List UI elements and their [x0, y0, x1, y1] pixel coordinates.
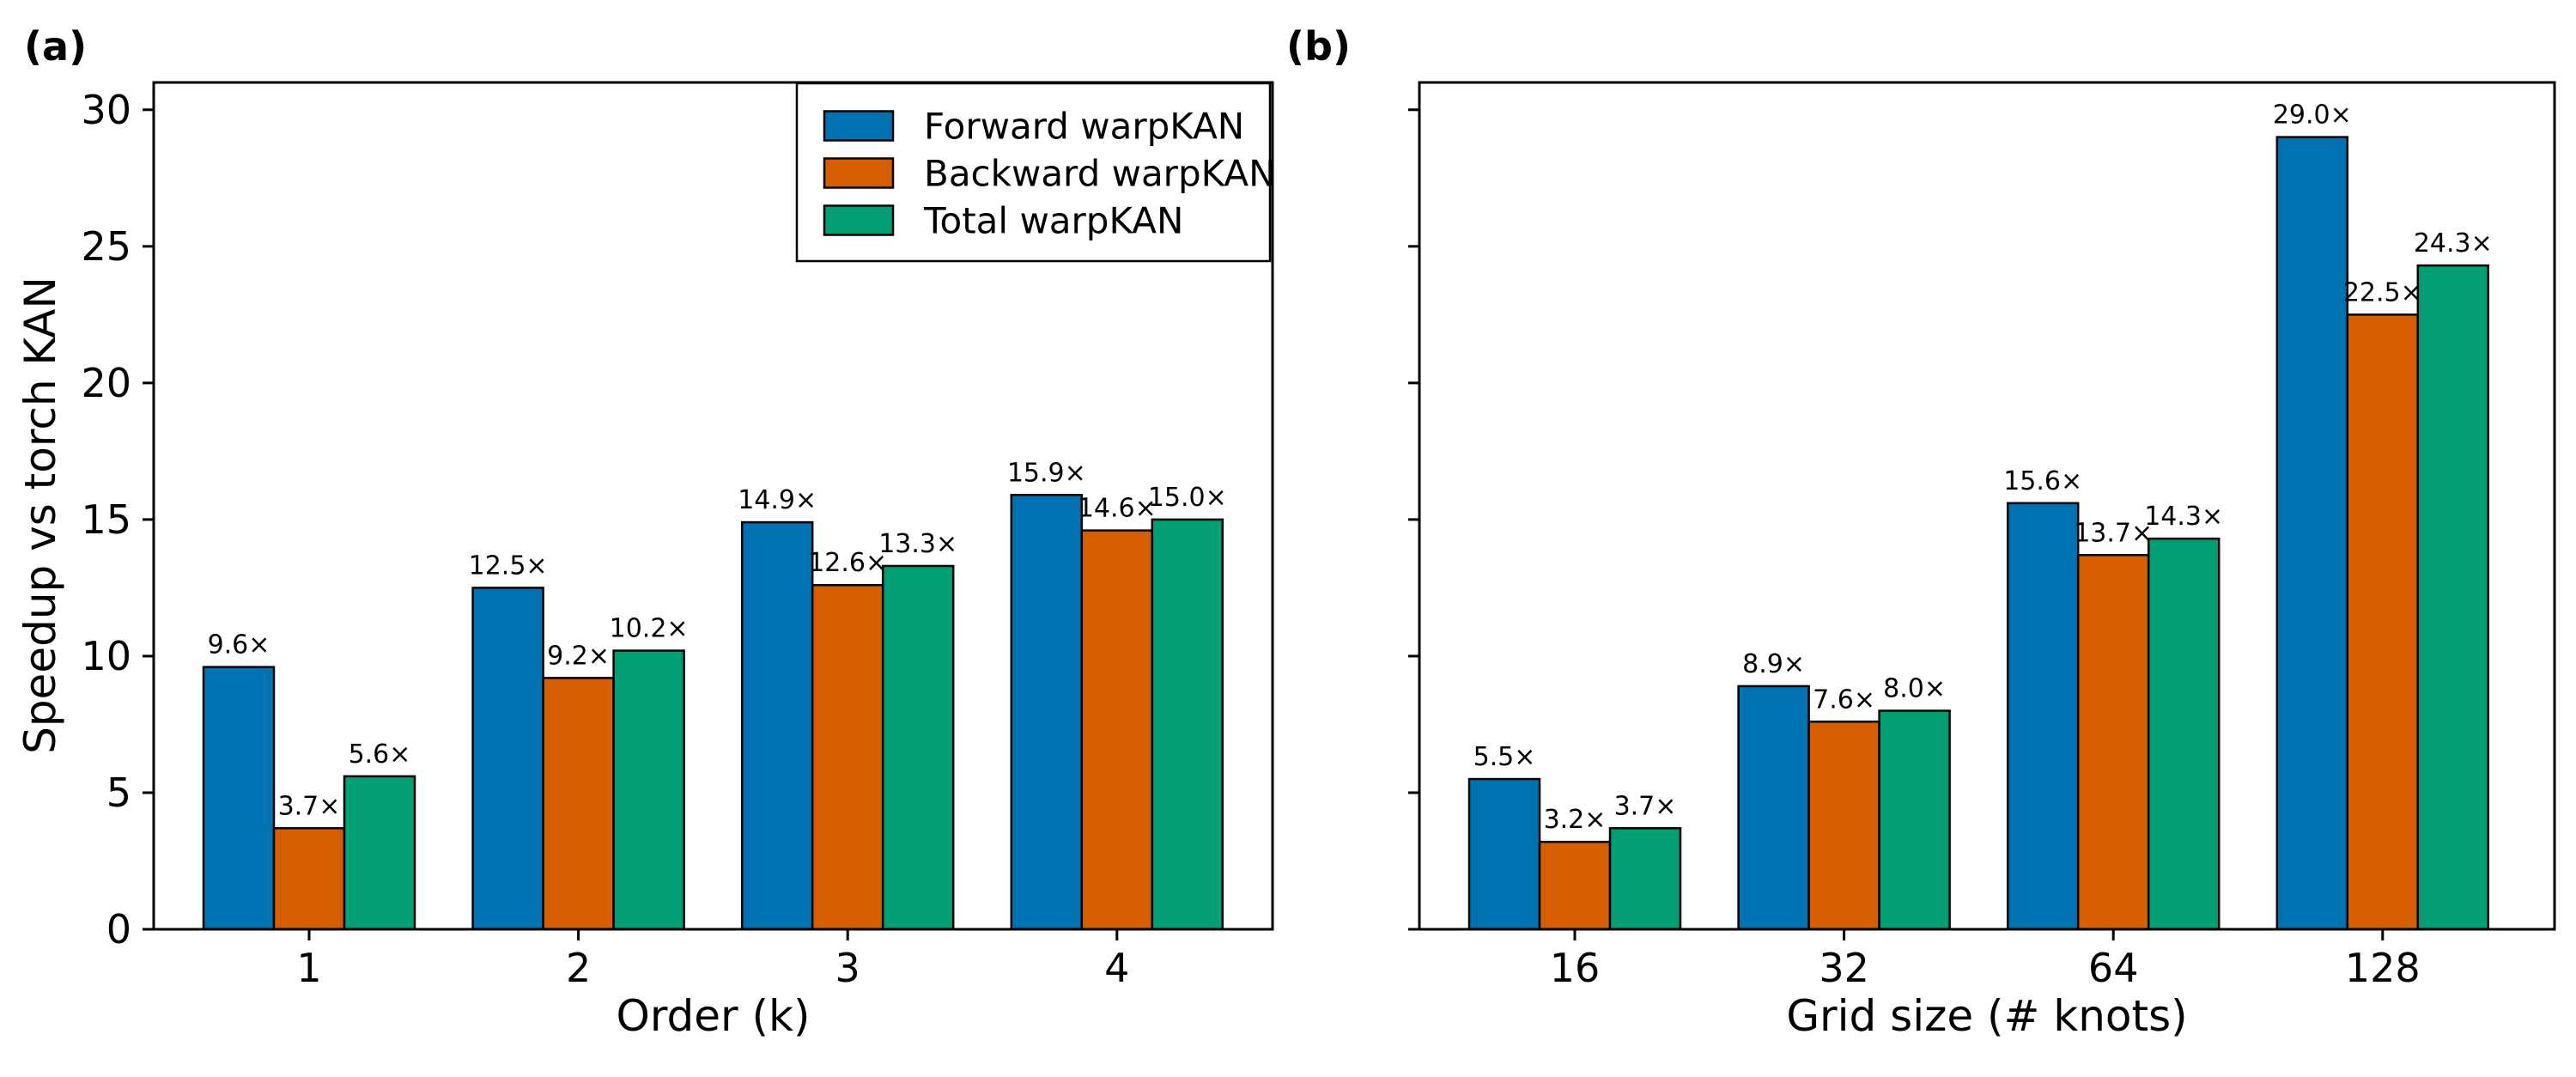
bar-backward-64 [2076, 554, 2150, 931]
x-tick-label: 3 [835, 945, 860, 991]
y-tick-label: 30 [81, 87, 131, 133]
bar-value-label: 24.3× [2414, 228, 2493, 259]
legend-swatch-total [823, 204, 895, 236]
bar-value-label: 8.9× [1742, 649, 1805, 679]
x-tick-label: 16 [1550, 945, 1601, 991]
bar-total-3 [881, 564, 955, 931]
bar-value-label: 14.6× [1078, 494, 1157, 524]
bar-value-label: 12.5× [469, 551, 548, 581]
legend-label-total: Total warpKAN [923, 200, 1183, 242]
bar-backward-3 [811, 583, 884, 931]
x-axis-label: Grid size (# knots) [1786, 991, 2187, 1041]
bar-value-label: 3.7× [1614, 791, 1677, 821]
bar-value-label: 14.9× [738, 485, 817, 515]
legend-swatch-forward [823, 110, 895, 142]
bar-forward-1 [202, 666, 276, 931]
bar-forward-128 [2275, 136, 2349, 931]
bar-forward-64 [2006, 502, 2080, 931]
y-axis-label: Speedup vs torch KAN [15, 277, 65, 754]
y-tick-label: 20 [81, 360, 131, 406]
bar-total-64 [2147, 537, 2221, 931]
bar-value-label: 3.2× [1544, 805, 1607, 835]
bar-value-label: 29.0× [2273, 100, 2352, 131]
bar-value-label: 3.7× [278, 791, 341, 821]
bar-value-label: 22.5× [2343, 277, 2422, 307]
bar-backward-4 [1080, 529, 1154, 931]
bar-value-label: 9.6× [208, 630, 270, 660]
y-tick-label: 25 [81, 223, 131, 270]
bar-total-2 [612, 649, 685, 931]
bar-backward-1 [272, 827, 346, 931]
bar-total-32 [1878, 709, 1951, 931]
panel-letter-a: (a) [24, 23, 87, 70]
legend-swatch-backward [823, 157, 895, 189]
bar-value-label: 5.6× [349, 739, 411, 770]
bar-value-label: 5.5× [1473, 742, 1536, 772]
bar-value-label: 15.6× [2003, 466, 2082, 496]
panel-letter-b: (b) [1286, 23, 1351, 70]
x-tick-label: 1 [296, 945, 321, 991]
bar-forward-16 [1467, 777, 1541, 931]
bar-total-128 [2416, 264, 2490, 931]
x-tick-label: 128 [2345, 945, 2421, 991]
bar-total-4 [1151, 518, 1224, 931]
bar-backward-2 [542, 677, 615, 931]
y-tick-label: 0 [106, 906, 131, 952]
bar-total-16 [1608, 827, 1682, 931]
x-axis-label: Order (k) [617, 991, 811, 1041]
bar-value-label: 8.0× [1883, 674, 1946, 704]
x-tick-label: 32 [1819, 945, 1869, 991]
x-tick-label: 2 [566, 945, 591, 991]
y-tick-label: 10 [81, 633, 131, 679]
bar-value-label: 13.3× [878, 529, 957, 559]
bar-forward-3 [740, 520, 814, 931]
bar-value-label: 12.6× [808, 548, 887, 578]
bar-value-label: 7.6× [1813, 685, 1875, 715]
x-tick-label: 4 [1104, 945, 1129, 991]
bar-forward-32 [1737, 685, 1810, 931]
bar-total-1 [343, 775, 416, 931]
bar-backward-32 [1807, 721, 1880, 931]
bar-forward-2 [471, 587, 544, 931]
y-tick-label: 5 [106, 770, 131, 816]
bar-value-label: 9.2× [547, 641, 610, 671]
bar-value-label: 10.2× [610, 614, 689, 644]
bar-backward-128 [2346, 313, 2420, 931]
axes-box [152, 81, 1274, 931]
bar-value-label: 15.9× [1007, 458, 1086, 488]
bar-value-label: 15.0× [1148, 483, 1227, 513]
bar-forward-4 [1010, 494, 1084, 931]
y-tick-label: 15 [81, 496, 131, 543]
axes-box [1418, 81, 2556, 931]
bar-value-label: 13.7× [2074, 518, 2153, 548]
bar-value-label: 14.3× [2144, 502, 2223, 532]
legend-label-backward: Backward warpKAN [924, 153, 1276, 195]
bar-backward-16 [1538, 840, 1612, 931]
x-tick-label: 64 [2088, 945, 2139, 991]
legend-label-forward: Forward warpKAN [924, 106, 1244, 148]
